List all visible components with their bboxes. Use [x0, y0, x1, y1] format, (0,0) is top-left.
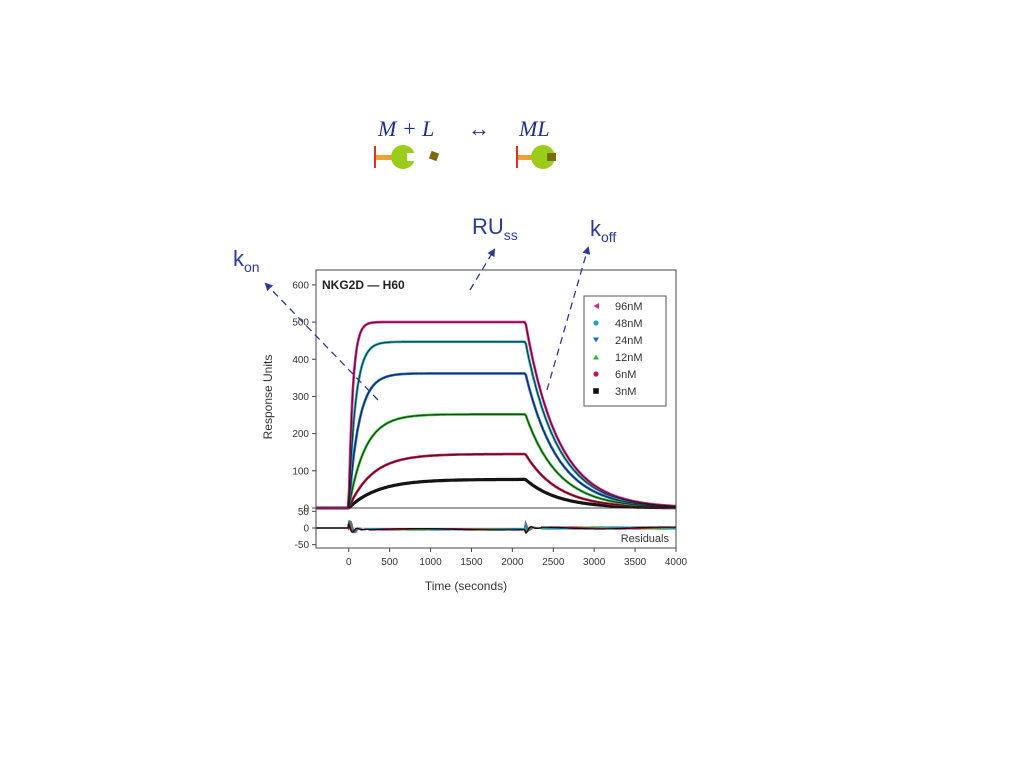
equation-right: ML [518, 116, 550, 141]
svg-text:koff: koff [590, 216, 616, 245]
fit-6nM [316, 453, 676, 509]
receptor-ligand-complex-icon [516, 145, 556, 169]
series-layer [316, 320, 676, 510]
binding-equation: M + L ↔ ML [377, 116, 550, 141]
residual-tick-label: -50 [295, 540, 310, 551]
russ-arrow [469, 248, 496, 291]
x-tick-label: 0 [346, 557, 352, 568]
legend-marker-96nM [593, 303, 599, 309]
x-tick-label: 2500 [542, 557, 565, 568]
kon-label: kon [233, 246, 260, 275]
equation-arrow: ↔ [468, 116, 490, 141]
y-axis-title: Response Units [261, 355, 275, 440]
kon-arrow [264, 282, 379, 401]
receptor-icon [374, 145, 416, 169]
legend-label-3nM: 3nM [615, 386, 636, 398]
legend-label-6nM: 6nM [615, 369, 636, 381]
legend-marker-24nM [593, 337, 599, 343]
residual-layer [316, 519, 677, 534]
x-tick-label: 500 [381, 557, 398, 568]
residual-tick-label: 50 [298, 507, 310, 518]
y-tick-label: 400 [292, 355, 309, 366]
equation-left: M + L [377, 116, 434, 141]
fit-24nM [316, 372, 676, 509]
fit-3nM [316, 478, 676, 509]
residual-tick-label: 0 [303, 524, 309, 535]
x-tick-label: 2000 [501, 557, 524, 568]
sensorgram-chart: NKG2D — H60 Time (seconds) Response Unit… [261, 269, 688, 593]
y-tick-label: 500 [292, 318, 309, 329]
y-ticks: 0 100 200 300 400 500 600 [292, 280, 316, 515]
legend-marker-12nM [593, 354, 599, 360]
fit-48nM [316, 341, 676, 509]
x-tick-label: 3000 [583, 557, 606, 568]
x-tick-label: 3500 [624, 557, 647, 568]
russ-sub: ss [504, 227, 518, 243]
kon-main: k [233, 246, 245, 271]
koff-label: koff [590, 216, 616, 245]
y-tick-label: 0 [303, 504, 309, 515]
koff-main: k [590, 216, 602, 241]
legend-marker-6nM [593, 371, 599, 377]
x-tick-label: 4000 [665, 557, 688, 568]
koff-arrow [546, 246, 591, 391]
residuals-label: Residuals [621, 533, 670, 545]
legend-marker-3nM [593, 388, 599, 394]
legend-label-48nM: 48nM [615, 318, 643, 330]
y-tick-label: 300 [292, 392, 309, 403]
legend-marker-48nM [593, 320, 599, 326]
x-ticks: 0 500 1000 1500 2000 2500 3000 3500 4000 [346, 548, 688, 568]
x-tick-label: 1000 [419, 557, 442, 568]
residual-3nM [316, 523, 677, 534]
y-tick-label: 100 [292, 466, 309, 477]
y-tick-label: 200 [292, 429, 309, 440]
kon-sub: on [244, 259, 260, 275]
fit-96nM [316, 321, 676, 509]
russ-main: RU [472, 214, 504, 239]
svg-text:RUss: RUss [472, 214, 518, 243]
plot-title: NKG2D — H60 [322, 278, 405, 292]
fit-12nM [316, 413, 676, 509]
legend-box [583, 295, 667, 407]
ligand-icon [428, 150, 440, 162]
legend-label-96nM: 96nM [615, 301, 643, 313]
legend: 96nM 48nM 24nM 12nM 6nM 3nM [583, 295, 667, 407]
russ-label: RUss [472, 214, 518, 243]
legend-label-24nM: 24nM [615, 335, 643, 347]
x-tick-label: 1500 [460, 557, 483, 568]
x-axis-title: Time (seconds) [425, 579, 507, 593]
koff-sub: off [601, 229, 616, 245]
svg-text:kon: kon [233, 246, 260, 275]
y-tick-label: 600 [292, 280, 309, 291]
legend-label-12nM: 12nM [615, 352, 643, 364]
